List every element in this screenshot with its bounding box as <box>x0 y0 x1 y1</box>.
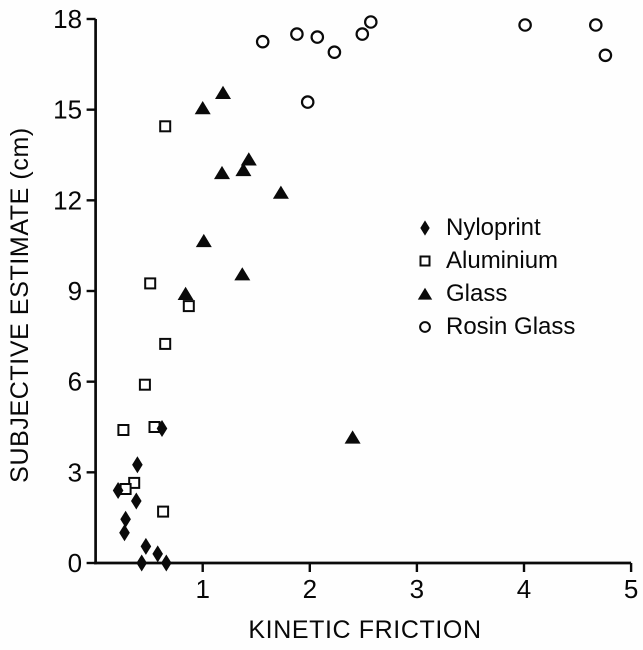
square-marker-icon <box>419 255 431 266</box>
point-rosin-glass <box>327 45 342 60</box>
point-glass <box>214 165 230 180</box>
point-rosin-glass <box>255 34 270 49</box>
point-nyloprint <box>119 524 130 542</box>
triangle-marker-icon <box>417 287 433 300</box>
x-tick-label: 3 <box>410 574 424 604</box>
y-tick-label: 3 <box>68 457 82 487</box>
point-rosin-glass <box>310 30 325 44</box>
legend-item-glass: Glass <box>413 277 575 310</box>
point-aluminium <box>128 476 141 489</box>
y-ticks: 0 3 6 9 12 15 18 <box>53 4 96 578</box>
x-axis-title: KINETIC FRICTION <box>248 616 482 644</box>
legend-label: Glass <box>446 279 508 307</box>
point-nyloprint <box>112 482 124 499</box>
point-nyloprint <box>132 456 143 474</box>
point-nyloprint <box>152 545 163 563</box>
series-aluminium <box>117 120 195 518</box>
point-glass <box>272 185 289 199</box>
legend-label: Rosin Glass <box>446 312 576 340</box>
point-aluminium <box>182 300 195 313</box>
series-glass <box>177 85 361 444</box>
legend-label: Nyloprint <box>446 213 541 241</box>
point-nyloprint <box>161 554 172 572</box>
series-rosin-glass <box>255 15 613 109</box>
legend-label: Aluminium <box>446 246 559 274</box>
y-tick-label: 12 <box>53 185 82 215</box>
circle-marker-icon <box>419 320 431 333</box>
x-tick-label: 1 <box>195 574 209 604</box>
point-glass <box>235 162 252 177</box>
legend-item-nyloprint: Nyloprint <box>413 211 575 244</box>
y-axis-title: SUBJECTIVE ESTIMATE (cm) <box>6 127 34 483</box>
point-glass <box>344 430 361 444</box>
point-aluminium <box>159 120 172 133</box>
y-tick-label: 15 <box>53 95 82 125</box>
point-nyloprint <box>136 554 147 572</box>
point-glass <box>215 85 231 99</box>
point-rosin-glass <box>363 15 378 29</box>
y-tick-label: 0 <box>68 548 82 578</box>
legend-item-rosin-glass: Rosin Glass <box>413 310 575 343</box>
diamond-marker-icon <box>420 219 430 236</box>
point-rosin-glass <box>355 27 370 41</box>
series-nyloprint <box>112 420 172 572</box>
x-tick-label: 4 <box>517 574 531 604</box>
point-glass <box>195 233 212 248</box>
point-glass <box>177 286 194 300</box>
x-tick-label: 2 <box>303 574 317 604</box>
point-rosin-glass <box>290 27 304 41</box>
point-glass <box>240 152 257 166</box>
x-ticks: 1 2 3 4 5 <box>195 563 638 604</box>
point-rosin-glass <box>300 95 315 109</box>
point-rosin-glass <box>518 18 532 32</box>
point-nyloprint <box>120 510 131 528</box>
point-aluminium <box>138 378 151 391</box>
point-glass <box>194 101 211 115</box>
legend-item-aluminium: Aluminium <box>413 244 575 277</box>
point-aluminium <box>159 337 172 350</box>
point-aluminium <box>157 505 170 518</box>
point-rosin-glass <box>588 18 603 32</box>
point-aluminium <box>144 277 157 290</box>
point-nyloprint <box>140 537 152 555</box>
y-tick-label: 6 <box>68 367 82 397</box>
y-tick-label: 9 <box>68 276 82 306</box>
legend: Nyloprint Aluminium Glass Rosin Glass <box>413 211 575 343</box>
y-tick-label: 18 <box>53 4 82 34</box>
point-rosin-glass <box>598 48 613 63</box>
point-nyloprint <box>131 492 142 510</box>
x-tick-label: 5 <box>624 574 638 604</box>
point-glass <box>234 267 251 281</box>
point-aluminium <box>117 424 130 436</box>
point-nyloprint <box>156 420 168 437</box>
